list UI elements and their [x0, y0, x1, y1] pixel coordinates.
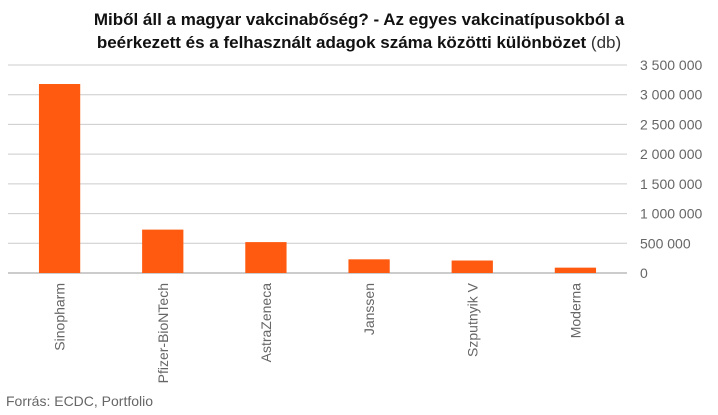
x-tick-label: Moderna	[567, 283, 583, 338]
bar	[451, 260, 493, 273]
chart-title: Miből áll a magyar vakcinabőség? - Az eg…	[0, 8, 718, 54]
bar	[142, 229, 184, 273]
x-tick-label: Janssen	[361, 283, 377, 335]
x-tick-label: AstraZeneca	[258, 283, 274, 363]
bar	[38, 84, 81, 273]
x-tick-label: Sinopharm	[52, 283, 68, 351]
chart-title-line2: beérkezett és a felhasznált adagok száma…	[96, 33, 587, 52]
source-note: Forrás: ECDC, Portfolio	[6, 393, 154, 409]
y-tick-label: 1 500 000	[640, 176, 702, 192]
bar	[245, 242, 287, 273]
x-tick-label: Pfizer-BioNTech	[155, 283, 171, 383]
chart-title-unit: (db)	[590, 33, 622, 52]
chart-title-line1: Miből áll a magyar vakcinabőség? - Az eg…	[93, 10, 625, 29]
y-tick-label: 1 000 000	[640, 206, 702, 222]
y-tick-label: 500 000	[640, 235, 691, 251]
y-tick-label: 2 500 000	[640, 116, 702, 132]
y-tick-label: 0	[640, 265, 648, 281]
y-tick-label: 2 000 000	[640, 146, 702, 162]
y-tick-label: 3 000 000	[640, 87, 702, 103]
y-tick-label: 3 500 000	[640, 57, 702, 73]
bar	[554, 267, 597, 273]
x-tick-label: Szputnyik V	[464, 282, 480, 357]
bar	[348, 259, 390, 273]
